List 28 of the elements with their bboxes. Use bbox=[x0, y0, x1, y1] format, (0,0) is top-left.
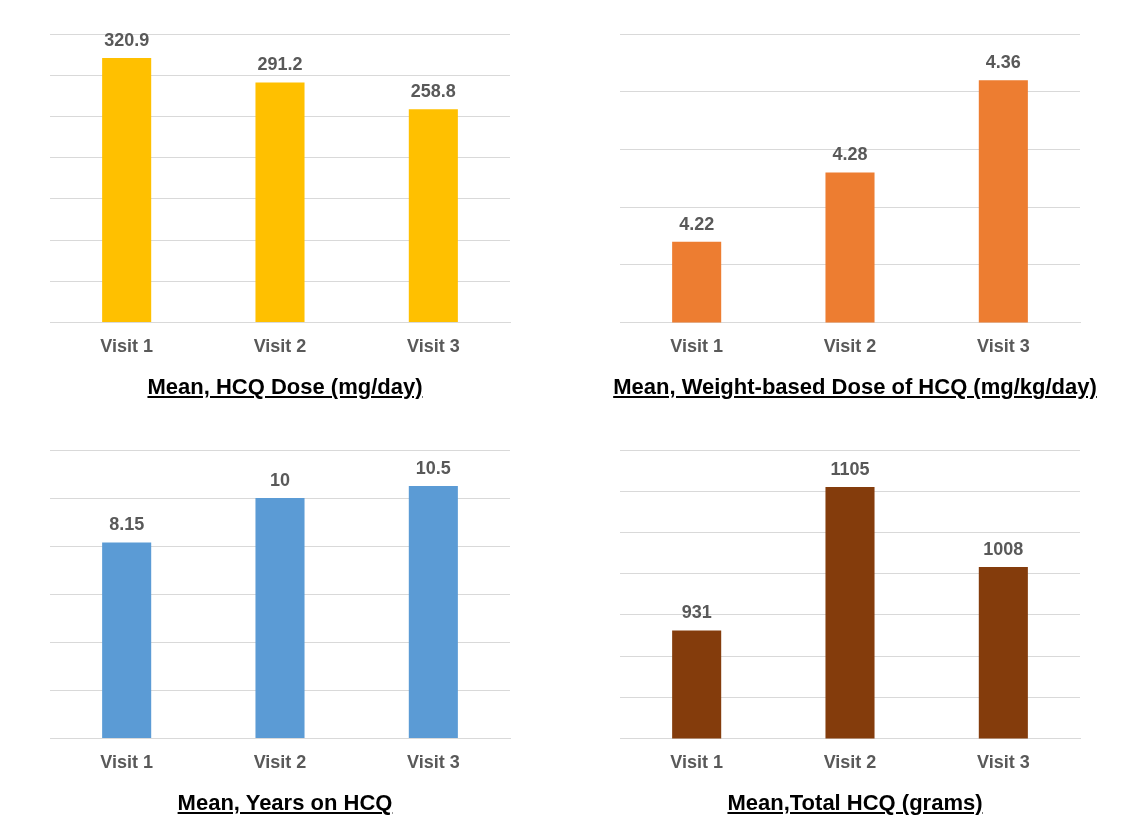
data-label: 258.8 bbox=[410, 81, 456, 102]
x-tick-label: Visit 3 bbox=[976, 336, 1030, 357]
data-label: 1008 bbox=[983, 538, 1024, 559]
data-label: 10 bbox=[269, 470, 291, 491]
x-tick-label: Visit 1 bbox=[670, 752, 724, 773]
data-label: 8.15 bbox=[109, 514, 145, 535]
data-label: 320.9 bbox=[104, 29, 150, 50]
x-tick-label: Visit 2 bbox=[253, 752, 307, 773]
text: Mean, Years on HCQ bbox=[177, 790, 393, 816]
x-tick-label: Visit 1 bbox=[100, 752, 154, 773]
data-label: 10.5 bbox=[415, 458, 451, 479]
x-tick-label: Visit 2 bbox=[823, 752, 877, 773]
data-label: 4.36 bbox=[985, 52, 1021, 73]
data-label: 4.28 bbox=[832, 144, 868, 165]
x-tick-label: Visit 3 bbox=[406, 752, 460, 773]
text: Mean,Total HCQ (grams) bbox=[727, 790, 983, 816]
text: Mean, Weight-based Dose of HCQ (mg/kg/day) bbox=[613, 374, 1097, 400]
data-label: 931 bbox=[681, 602, 712, 623]
x-tick-label: Visit 3 bbox=[976, 752, 1030, 773]
text: Mean, HCQ Dose (mg/day) bbox=[147, 374, 423, 400]
data-label: 291.2 bbox=[257, 54, 303, 75]
data-label: 1105 bbox=[830, 459, 870, 480]
x-tick-label: Visit 3 bbox=[406, 336, 460, 357]
x-tick-label: Visit 1 bbox=[670, 336, 724, 357]
x-tick-label: Visit 2 bbox=[823, 336, 877, 357]
x-tick-label: Visit 1 bbox=[100, 336, 154, 357]
x-tick-label: Visit 2 bbox=[253, 336, 307, 357]
data-label: 4.22 bbox=[679, 213, 715, 234]
